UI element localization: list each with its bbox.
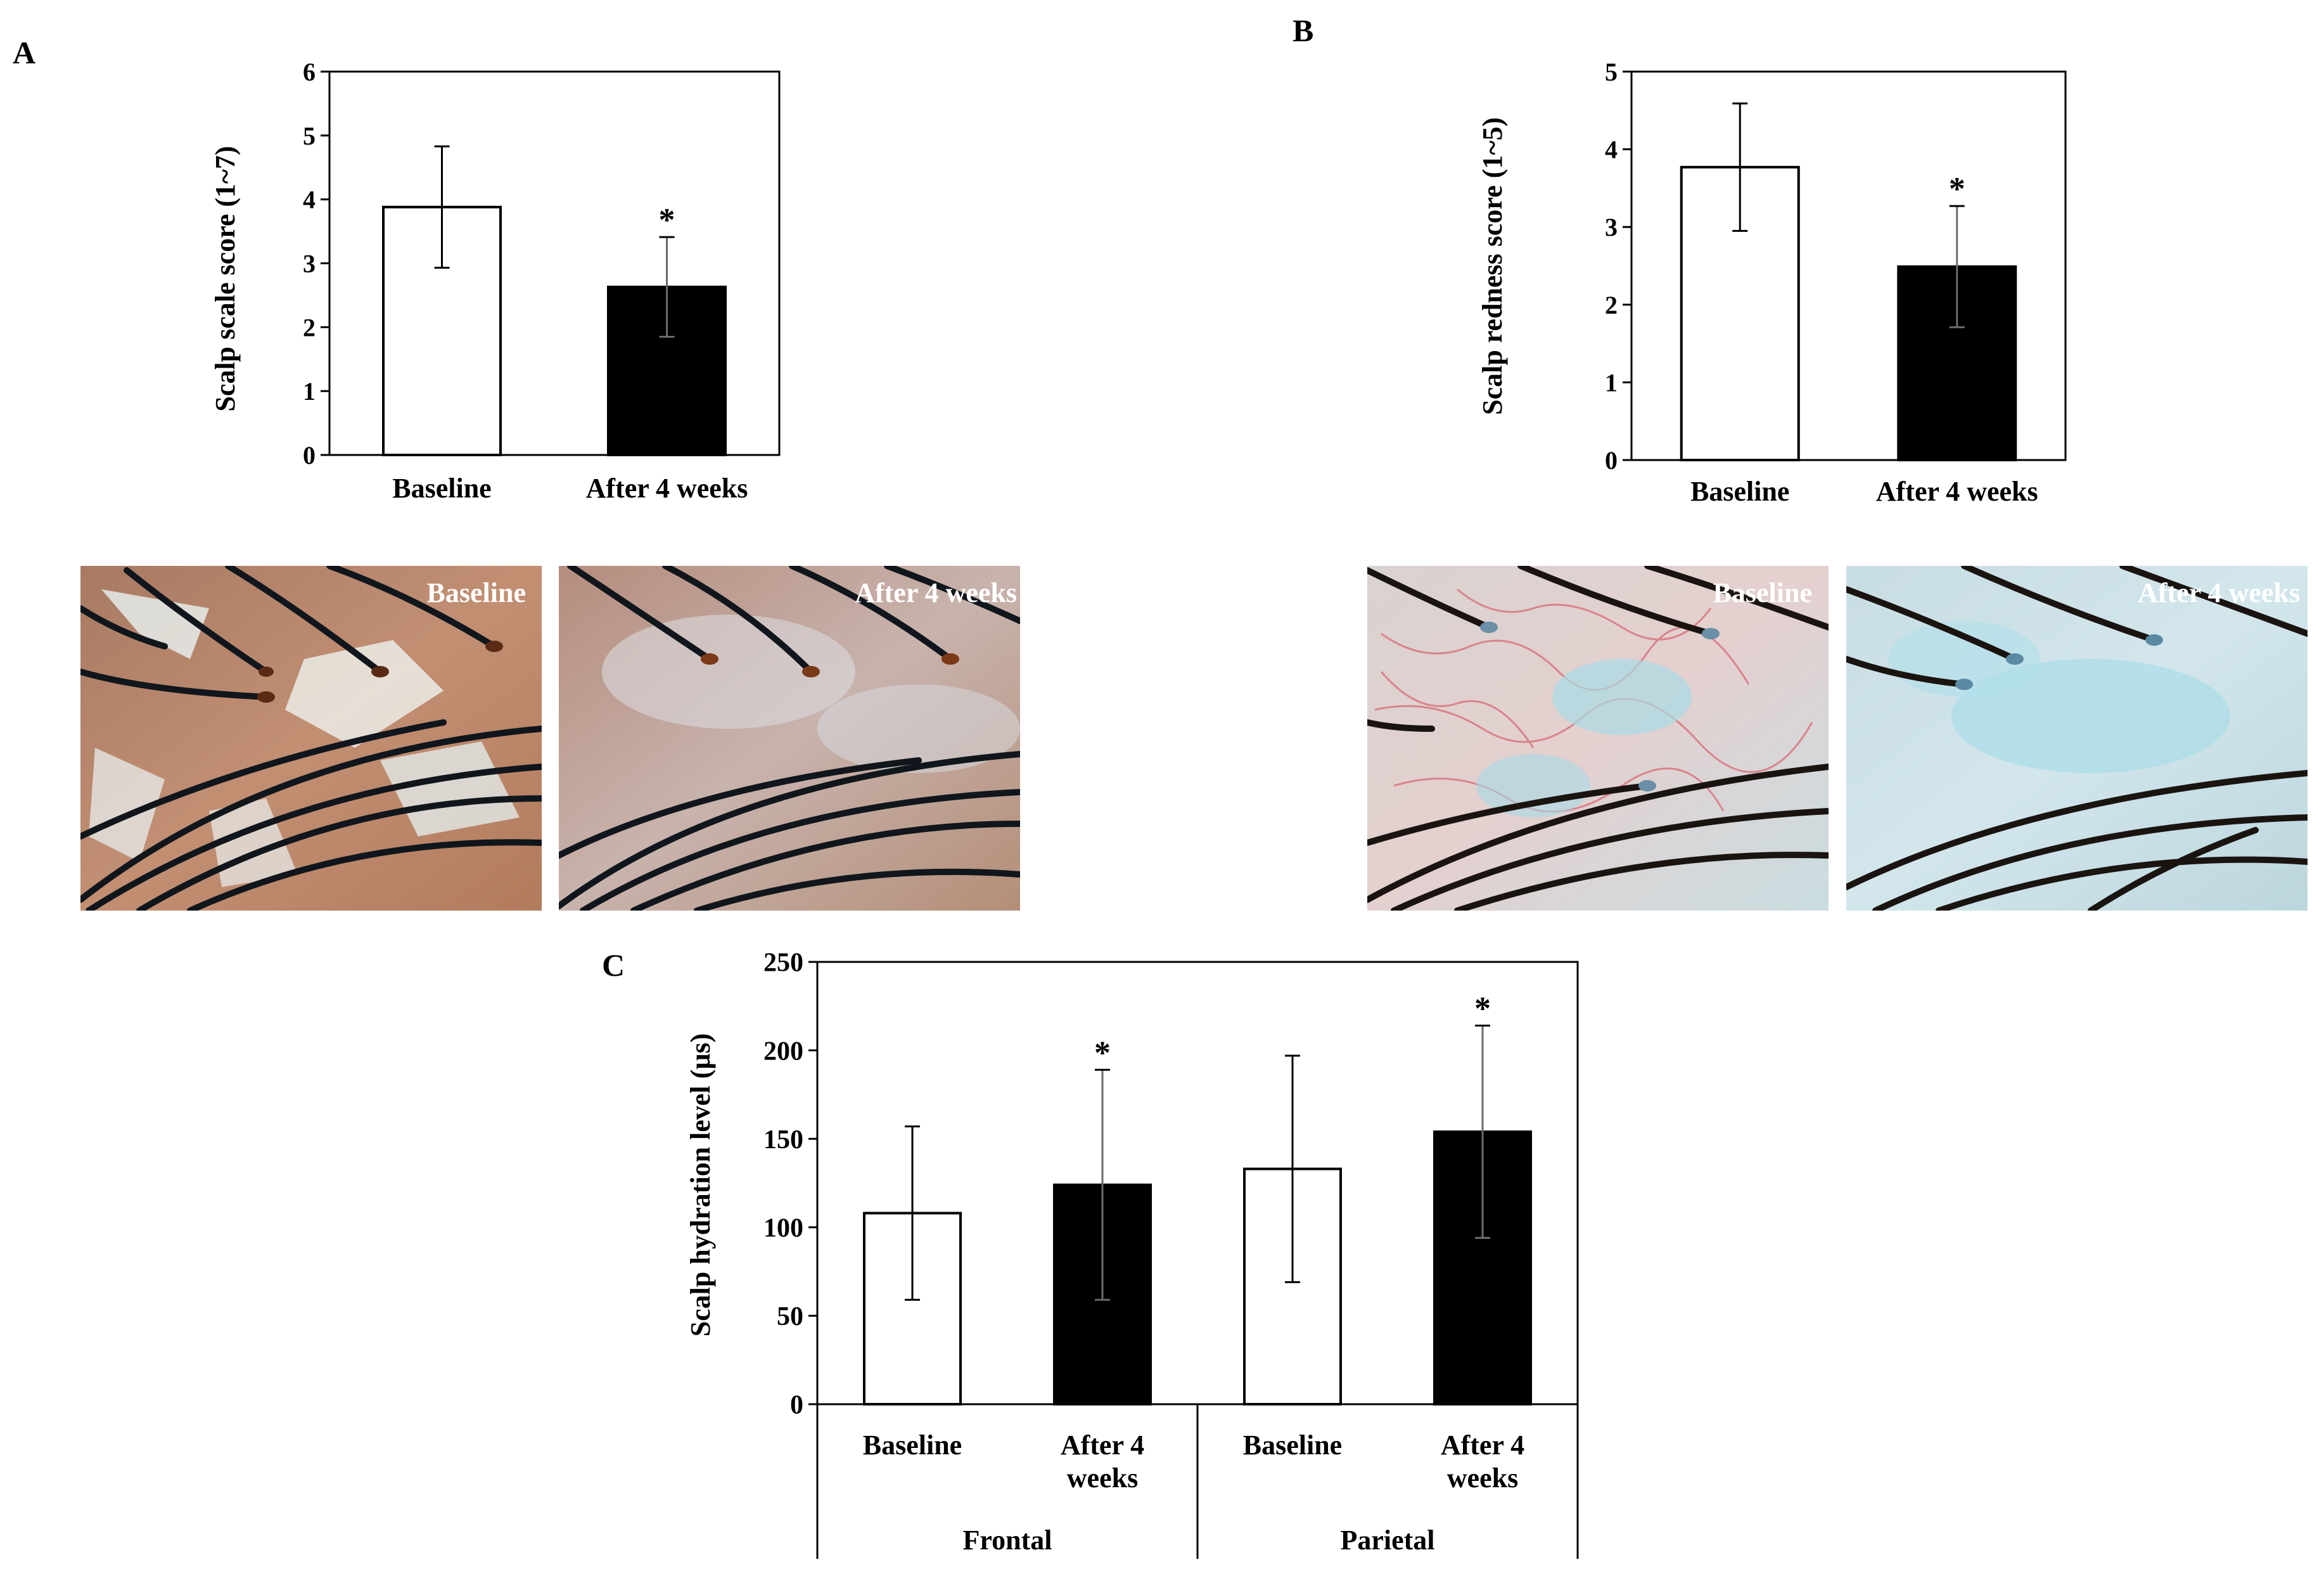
chart-c-category-label: weeks xyxy=(1447,1463,1518,1494)
chart-b-y-tick-label: 5 xyxy=(1605,58,1618,86)
chart-b-category-label: After 4 weeks xyxy=(1876,476,2038,507)
photo-a-after-label: After 4 weeks xyxy=(855,577,1017,608)
chart-c-y-tick-label: 0 xyxy=(790,1391,803,1420)
chart-c-significance: * xyxy=(1474,991,1491,1027)
chart-c-group-label: Frontal xyxy=(963,1525,1052,1556)
chart-b-y-tick-label: 3 xyxy=(1605,213,1618,241)
chart-c-y-label: Scalp hydration level (µs) xyxy=(685,1034,716,1337)
chart-c-category-label: Baseline xyxy=(863,1430,962,1461)
chart-a-category-label: Baseline xyxy=(392,473,491,504)
chart-b-frame xyxy=(1630,70,2067,461)
chart-b-plot-area: 0 1 2 3 4 5 Baseline * After 4 weeks xyxy=(1605,58,2067,507)
chart-a-y-tick-label: 5 xyxy=(303,122,316,150)
panel-label-a: A xyxy=(13,35,35,70)
photo-b-baseline-label: Baseline xyxy=(1713,577,1812,608)
chart-c-category-label: Baseline xyxy=(1243,1430,1342,1461)
chart-a-y-tick-label: 0 xyxy=(303,441,316,470)
chart-c-y-tick-label: 100 xyxy=(763,1214,803,1243)
chart-b-significance: * xyxy=(1949,171,1965,207)
chart-c-y-tick-label: 150 xyxy=(763,1125,803,1155)
chart-a-y-tick-label: 4 xyxy=(303,186,316,214)
chart-a-y-label: Scalp scale score (1~7) xyxy=(210,146,241,411)
photo-a-baseline-label: Baseline xyxy=(427,577,526,608)
chart-a-significance: * xyxy=(659,202,675,238)
chart-c-y-tick-label: 50 xyxy=(777,1302,803,1331)
chart-b-y-label: Scalp redness score (1~5) xyxy=(1477,117,1508,415)
photo-a-baseline: Baseline xyxy=(80,566,542,911)
chart-a-y-tick-label: 1 xyxy=(303,377,316,406)
chart-c-group-label: Parietal xyxy=(1340,1525,1434,1556)
panel-label-b: B xyxy=(1293,13,1313,48)
chart-c-significance: * xyxy=(1094,1035,1111,1071)
chart-a: 0 1 2 3 4 5 6 Baseline * After 4 weeks Scalp scal… xyxy=(210,58,781,504)
chart-b-y-tick-label: 4 xyxy=(1605,136,1618,164)
photo-b-after-label: After 4 weeks xyxy=(2138,577,2300,608)
chart-c-category-label: After 4 xyxy=(1061,1430,1144,1461)
chart-b-y-tick-label: 1 xyxy=(1605,368,1618,397)
chart-a-y-tick-label: 3 xyxy=(303,250,316,278)
chart-a-category-label: After 4 weeks xyxy=(586,473,748,504)
photo-b-after: After 4 weeks xyxy=(1846,566,2308,911)
chart-b-category-label: Baseline xyxy=(1690,476,1789,507)
chart-a-y-tick-label: 2 xyxy=(303,313,316,342)
chart-b: 0 1 2 3 4 5 Baseline * After 4 weeks Scalp redne… xyxy=(1477,58,2067,507)
chart-b-y-tick-label: 2 xyxy=(1605,291,1618,319)
chart-c-y-tick-label: 250 xyxy=(763,949,803,978)
chart-c-category-label: After 4 xyxy=(1441,1430,1524,1461)
chart-c-category-label: weeks xyxy=(1067,1463,1138,1494)
chart-c-y-tick-label: 200 xyxy=(763,1037,803,1066)
photo-b-baseline: Baseline xyxy=(1367,566,1829,911)
photo-a-after: After 4 weeks xyxy=(559,566,1020,911)
panel-label-c: C xyxy=(602,947,625,983)
chart-a-plot-area: 0 1 2 3 4 5 6 Baseline * After 4 weeks xyxy=(303,58,781,504)
chart-a-y-tick-label: 6 xyxy=(303,58,316,86)
chart-b-y-tick-label: 0 xyxy=(1605,446,1618,475)
